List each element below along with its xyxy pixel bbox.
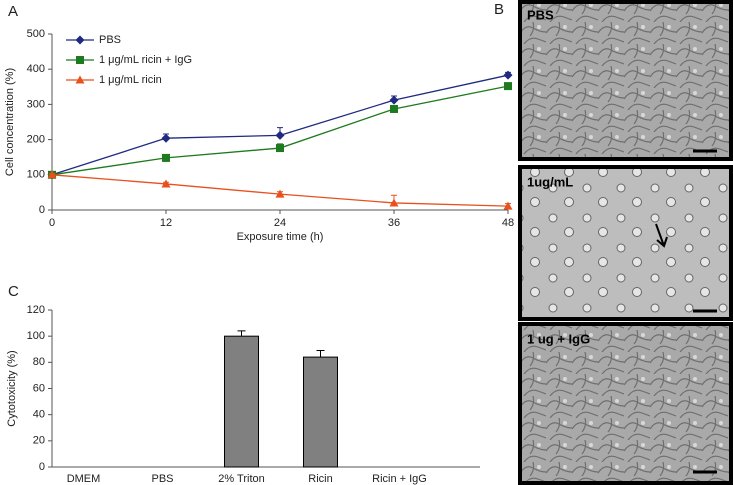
x-tick-label: 12 (160, 217, 172, 229)
marker (161, 133, 171, 143)
marker (503, 201, 513, 210)
y-tick-label: 100 (27, 330, 45, 342)
y-tick-label: 0 (39, 461, 45, 473)
legend-label: 1 μg/mL ricin + IgG (99, 54, 192, 66)
marker (75, 75, 85, 84)
image (522, 169, 729, 317)
y-axis-title: Cell concentration (%) (4, 68, 16, 176)
y-tick-label: 60 (33, 382, 45, 394)
marker (75, 35, 85, 45)
image-label: 1ug/mL (527, 174, 573, 189)
image (522, 4, 729, 157)
y-tick-label: 100 (27, 169, 45, 181)
arrow (655, 223, 668, 248)
y-tick-label: 500 (27, 28, 45, 40)
y-tick-label: 80 (33, 356, 45, 368)
x-tick-label: 0 (49, 217, 55, 229)
marker (503, 70, 513, 80)
error-bar (237, 330, 246, 337)
x-tick-label: PBS (151, 473, 173, 485)
marker (275, 130, 285, 140)
x-tick-label: 2% Triton (218, 473, 264, 485)
y-tick-label: 0 (39, 204, 45, 216)
image (522, 326, 729, 481)
y-tick-label: 120 (27, 304, 45, 316)
bar (303, 356, 338, 468)
x-axis-title: Exposure time (h) (237, 231, 324, 243)
panel-label: A (8, 3, 18, 20)
series-line (51, 74, 509, 176)
marker (162, 153, 170, 162)
image-label: 1 ug + IgG (527, 331, 590, 346)
y-tick-label: 20 (33, 435, 45, 447)
marker (504, 82, 512, 91)
marker (47, 170, 57, 179)
y-tick-label: 400 (27, 63, 45, 75)
legend-label: 1 μg/mL ricin (99, 74, 162, 86)
marker (390, 104, 398, 113)
x-tick-label: Ricin (308, 473, 332, 485)
marker (275, 189, 285, 198)
y-tick-label: 300 (27, 98, 45, 110)
y-axis-title: Cytotoxicity (%) (6, 350, 18, 426)
micrographs: PBS 1ug/mL 1 ug + IgG (518, 0, 733, 485)
legend-label: PBS (99, 34, 121, 46)
x-tick-label: 48 (502, 217, 514, 229)
y-tick-label: 40 (33, 409, 45, 421)
image-label: PBS (527, 7, 554, 22)
x-tick-label: Ricin + IgG (372, 473, 427, 485)
panel-label: B (494, 1, 504, 18)
x-tick-label: 36 (388, 217, 400, 229)
marker (389, 198, 399, 207)
marker (76, 56, 84, 64)
marker (389, 95, 399, 105)
marker (276, 144, 284, 153)
bar (224, 335, 259, 468)
marker (161, 179, 171, 188)
x-tick-label: DMEM (67, 473, 101, 485)
panel-label: C (8, 283, 19, 300)
x-tick-label: 24 (274, 217, 286, 229)
y-tick-label: 200 (27, 134, 45, 146)
error-bar (316, 350, 325, 358)
